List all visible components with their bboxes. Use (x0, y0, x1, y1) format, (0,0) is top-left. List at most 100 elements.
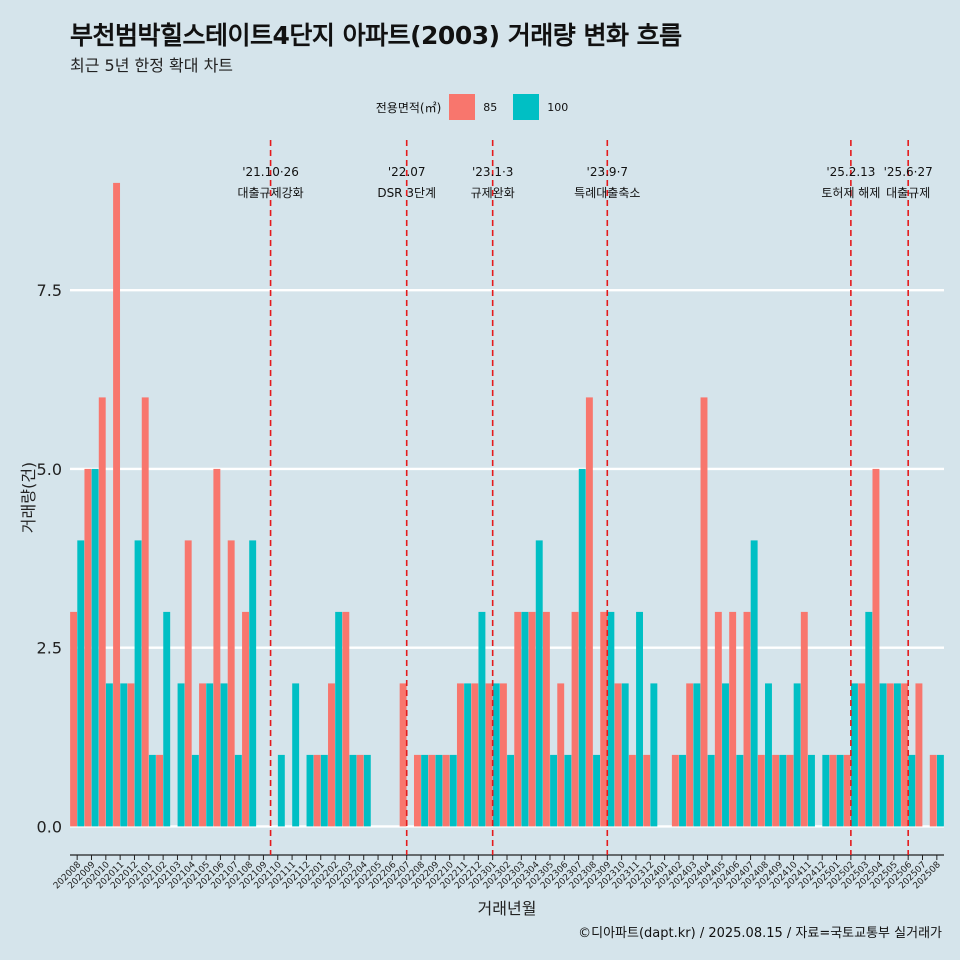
y-tick-label: 5.0 (37, 460, 62, 479)
bar-85-202303 (514, 611, 522, 827)
bar-85-202409 (772, 754, 780, 827)
bar-85-202212 (471, 683, 479, 827)
bar-85-202308 (585, 397, 593, 827)
bar-85-202507 (915, 683, 923, 827)
x-axis-title: 거래년월 (478, 899, 537, 918)
event-date: '23.9·7 (587, 165, 628, 179)
bar-100-202505 (893, 683, 901, 827)
chart-title: 부천범박힐스테이트4단지 아파트(2003) 거래량 변화 흐름 (70, 21, 682, 50)
bar-85-202305 (542, 611, 550, 827)
bar-85-202011 (113, 182, 121, 827)
bar-100-202502 (850, 683, 858, 827)
bar-100-202302 (507, 754, 515, 827)
legend-label-100: 100 (547, 100, 569, 114)
bar-100-202306 (564, 754, 572, 827)
bar-100-202312 (650, 683, 658, 827)
bar-85-202209 (428, 754, 436, 827)
bar-100-202211 (464, 683, 472, 827)
bar-100-202010 (105, 683, 113, 827)
bar-85-202410 (786, 754, 794, 827)
bar-85-202008 (70, 611, 78, 827)
bar-85-202503 (858, 683, 866, 827)
legend: 전용면적(㎡) 85 100 (0, 93, 960, 121)
bar-85-202204 (356, 754, 364, 827)
bar-100-202112 (306, 754, 314, 827)
legend-title: 전용면적(㎡) (375, 100, 442, 115)
bar-85-202403 (686, 683, 694, 827)
event-label: DSR 3단계 (377, 186, 436, 200)
bar-100-202311 (636, 611, 643, 827)
bar-100-202103 (177, 683, 185, 827)
bar-100-202508 (936, 754, 944, 827)
bar-85-202406 (729, 611, 737, 827)
bar-100-202008 (77, 540, 85, 827)
bar-85-202411 (800, 611, 808, 827)
legend-swatch-85 (449, 94, 476, 120)
bar-100-202304 (535, 540, 543, 827)
bar-100-202305 (550, 754, 558, 827)
event-date: '25.6·27 (884, 165, 933, 179)
bar-100-202110 (277, 754, 285, 827)
bar-100-202104 (191, 754, 199, 827)
bar-85-202107 (227, 540, 235, 827)
bar-85-202102 (156, 754, 164, 827)
bar-85-202407 (743, 611, 751, 827)
bar-100-202201 (320, 754, 328, 827)
bar-85-202404 (700, 397, 708, 827)
bar-85-202211 (456, 683, 464, 827)
bar-85-202405 (714, 611, 722, 827)
bar-100-202108 (249, 540, 257, 827)
bar-85-202108 (242, 611, 249, 827)
bar-85-202301 (485, 683, 493, 827)
bar-100-202404 (707, 754, 715, 827)
bar-85-202208 (413, 754, 421, 827)
bar-100-202202 (335, 611, 343, 827)
bar-85-202106 (213, 468, 221, 827)
source-caption: ©디아파트(dapt.kr) / 2025.08.15 / 자료=국토교통부 실… (578, 926, 942, 941)
bar-85-202504 (872, 468, 880, 827)
event-label: 특례대출축소 (574, 186, 640, 200)
bar-100-202012 (134, 540, 142, 827)
bar-100-202011 (120, 683, 128, 827)
bar-85-202105 (199, 683, 206, 827)
event-date: '21.10·26 (242, 165, 299, 179)
bar-85-202207 (399, 683, 407, 827)
bar-100-202009 (91, 468, 99, 827)
bar-100-202204 (363, 754, 371, 827)
bar-85-202408 (757, 754, 765, 827)
bar-100-202411 (808, 754, 815, 827)
bar-85-202201 (313, 754, 321, 827)
bar-85-202501 (829, 754, 837, 827)
event-label: 대출규제강화 (237, 186, 303, 200)
bar-100-202410 (793, 683, 801, 827)
bar-85-202505 (886, 683, 894, 827)
legend-label-85: 85 (483, 100, 498, 114)
bar-100-202310 (621, 683, 629, 827)
bar-85-202202 (328, 683, 335, 827)
event-label: 규제완화 (471, 186, 515, 200)
legend-swatch-100 (513, 94, 540, 120)
chart-subtitle: 최근 5년 한정 확대 차트 (70, 56, 234, 75)
bar-100-202308 (593, 754, 601, 827)
bar-100-202105 (206, 683, 214, 827)
bar-100-202405 (722, 683, 729, 827)
event-date: '25.2.13 (826, 165, 875, 179)
bar-85-202304 (528, 611, 536, 827)
bar-100-202406 (736, 754, 744, 827)
event-label: 대출규제 (886, 186, 930, 200)
y-tick-label: 7.5 (37, 281, 62, 300)
bar-100-202503 (865, 611, 873, 827)
bar-100-202210 (449, 754, 457, 827)
bar-85-202506 (901, 683, 909, 827)
bar-100-202412 (822, 754, 830, 827)
bar-100-202309 (607, 611, 615, 827)
bar-85-202009 (84, 468, 92, 827)
bar-85-202309 (600, 611, 608, 827)
bar-100-202106 (220, 683, 228, 827)
bar-100-202409 (779, 754, 787, 827)
bar-85-202012 (127, 683, 135, 827)
bar-85-202302 (499, 683, 507, 827)
bar-100-202212 (478, 611, 486, 827)
bar-100-202504 (879, 683, 887, 827)
